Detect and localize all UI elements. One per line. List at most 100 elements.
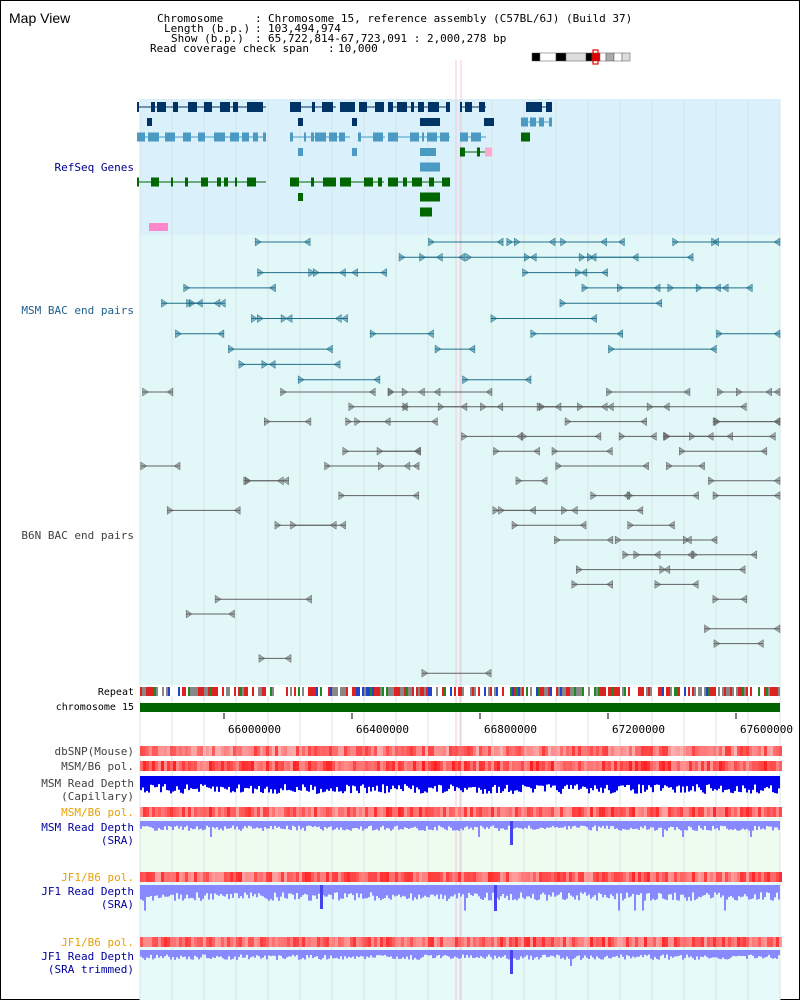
polymorphism-cell	[551, 807, 554, 817]
polymorphism-cell	[623, 872, 626, 882]
polymorphism-cell	[521, 761, 524, 771]
gene-exon	[183, 132, 191, 142]
repeat-segment	[380, 687, 382, 696]
polymorphism-cell	[572, 807, 575, 817]
repeat-segment	[538, 687, 540, 696]
read-depth-bar	[252, 885, 254, 897]
refseq-genes-label[interactable]: RefSeq Genes	[54, 161, 134, 174]
read-depth-bar	[372, 950, 374, 958]
read-depth-bar	[180, 885, 182, 895]
polymorphism-cell	[683, 746, 686, 756]
read-depth-bar	[386, 885, 388, 896]
bac-end-arrow	[622, 550, 630, 560]
polymorphism-cell	[236, 937, 239, 947]
repeat-segment	[180, 687, 182, 696]
read-depth-bar	[702, 885, 704, 896]
read-depth-bar	[544, 950, 546, 955]
polymorphism-cell	[680, 761, 683, 771]
gene-exon	[420, 192, 440, 202]
read-depth-bar	[210, 776, 212, 789]
read-depth-bar	[476, 950, 478, 957]
polymorphism-cell	[644, 937, 647, 947]
read-depth-bar	[598, 821, 600, 827]
read-depth-bar	[268, 950, 270, 956]
polymorphism-cell	[383, 807, 386, 817]
gene-exon	[521, 117, 528, 127]
repeat-segment	[748, 687, 750, 696]
repeat-segment	[156, 687, 158, 696]
read-depth-bar	[424, 821, 426, 831]
read-depth-bar	[486, 885, 488, 893]
polymorphism-cell	[566, 872, 569, 882]
polymorphism-cell	[182, 872, 185, 882]
read-depth-bar	[616, 821, 618, 829]
read-depth-bar	[550, 821, 552, 828]
polymorphism-cell	[416, 872, 419, 882]
read-depth-bar	[400, 821, 402, 829]
read-depth-bar	[470, 885, 472, 895]
read-depth-bar	[178, 776, 180, 790]
repeat-segment	[754, 687, 756, 696]
read-depth-bar	[336, 821, 338, 828]
polymorphism-cell	[608, 746, 611, 756]
read-depth-bar	[680, 950, 682, 956]
read-depth-bar	[248, 776, 250, 789]
bac-end-arrow	[698, 461, 705, 471]
read-depth-bar	[210, 950, 212, 959]
read-depth-bar	[524, 776, 526, 787]
bac-end-arrow	[251, 314, 258, 323]
repeat-segment	[738, 687, 740, 696]
read-depth-bar	[256, 821, 258, 828]
polymorphism-cell	[380, 746, 383, 756]
polymorphism-cell	[743, 807, 746, 817]
polymorphism-cell	[566, 807, 569, 817]
repeat-segment	[448, 687, 450, 696]
read-depth-bar	[352, 950, 354, 957]
read-depth-bar	[500, 885, 502, 897]
read-depth-bar	[276, 776, 278, 794]
polymorphism-cell	[740, 807, 743, 817]
read-depth-bar	[224, 821, 226, 827]
repeat-segment	[346, 687, 348, 696]
polymorphism-cell	[161, 746, 164, 756]
bac-end-arrow	[462, 375, 469, 385]
read-depth-bar	[164, 776, 166, 785]
polymorphism-cell	[524, 761, 527, 771]
polymorphism-cell	[272, 746, 275, 756]
read-depth-bar	[736, 950, 738, 957]
read-depth-bar	[766, 821, 768, 827]
polymorphism-cell	[395, 761, 398, 771]
repeat-segment	[418, 687, 420, 696]
polymorphism-cell	[545, 872, 548, 882]
read-depth-bar	[570, 885, 572, 896]
polymorphism-cell	[500, 807, 503, 817]
polymorphism-cell	[383, 937, 386, 947]
read-depth-bar	[658, 950, 660, 960]
polymorphism-cell	[620, 807, 623, 817]
repeat-segment	[542, 687, 544, 696]
read-depth-bar	[170, 776, 172, 794]
polymorphism-cell	[308, 937, 311, 947]
polymorphism-cell	[392, 746, 395, 756]
read-depth-bar	[264, 776, 266, 789]
polymorphism-cell	[449, 872, 452, 882]
polymorphism-cell	[497, 872, 500, 882]
read-depth-bar	[340, 950, 342, 957]
msm-bac-label[interactable]: MSM BAC end pairs	[21, 304, 134, 317]
read-depth-bar	[692, 885, 694, 893]
bac-end-arrow	[339, 520, 346, 530]
repeat-segment	[324, 687, 326, 696]
read-depth-bar	[144, 821, 146, 827]
polymorphism-cell	[218, 761, 221, 771]
polymorphism-cell	[434, 746, 437, 756]
read-depth-bar	[412, 821, 414, 828]
read-depth-bar	[618, 776, 620, 787]
polymorphism-cell	[446, 872, 449, 882]
polymorphism-cell	[752, 937, 755, 947]
polymorphism-cell	[443, 872, 446, 882]
read-depth-bar	[716, 950, 718, 958]
bac-end-arrow	[666, 461, 673, 471]
b6n-bac-label[interactable]: B6N BAC end pairs	[21, 529, 134, 542]
polymorphism-cell	[167, 746, 170, 756]
